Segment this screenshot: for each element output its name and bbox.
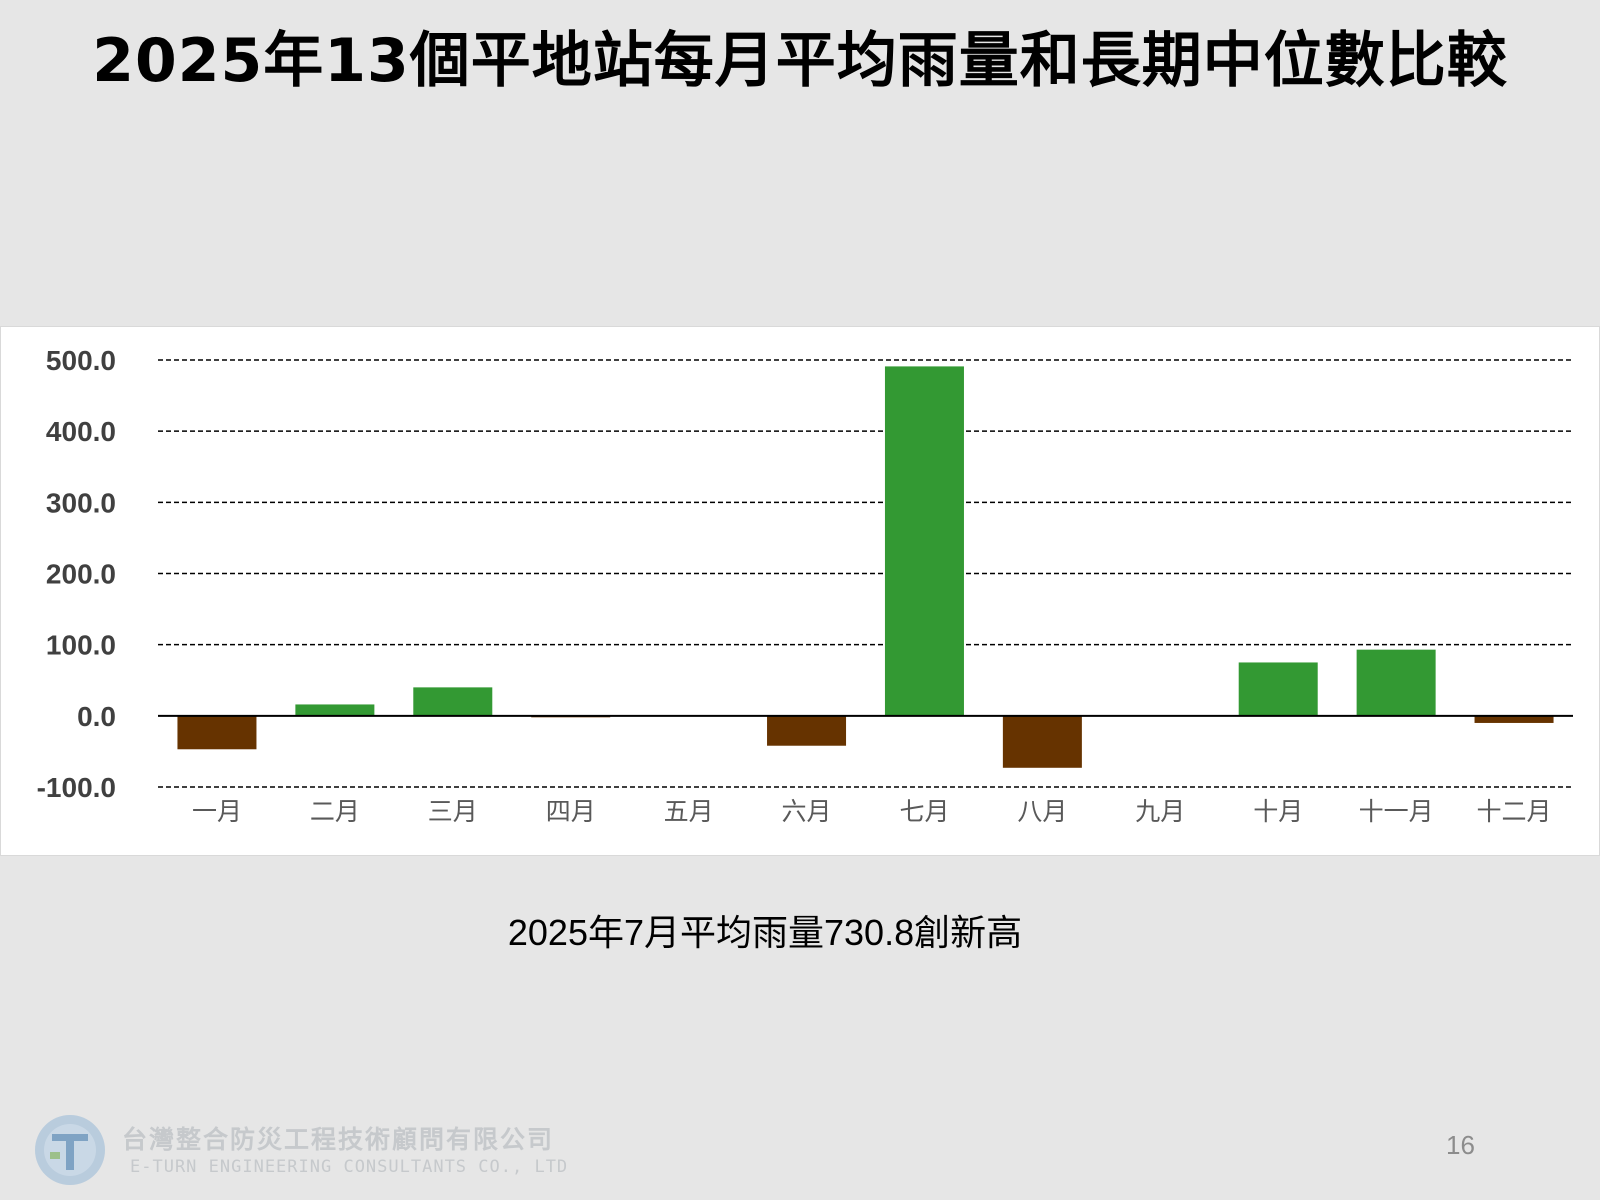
slide-title: 2025年13個平地站每月平均雨量和長期中位數比較 — [92, 26, 1508, 96]
x-axis-categories: 一月 二月 三月 四月 五月 六月 七月 八月 九月 十月 十一月 十二月 — [192, 797, 1552, 826]
chart-panel: 500.0 400.0 300.0 200.0 100.0 0.0 -100.0 一月 二月 三… — [0, 326, 1600, 856]
gridlines — [158, 359, 1573, 788]
company-name-en: E-TURN ENGINEERING CONSULTANTS CO., LTD — [130, 1157, 569, 1177]
y-tick-label: 400.0 — [46, 416, 116, 447]
y-tick-label: 500.0 — [46, 345, 116, 376]
x-category-label: 四月 — [546, 797, 596, 826]
y-axis-ticks: 500.0 400.0 300.0 200.0 100.0 0.0 -100.0 — [37, 345, 116, 803]
x-category-label: 十月 — [1253, 797, 1303, 826]
x-category-label: 一月 — [192, 797, 242, 826]
x-category-label: 五月 — [664, 797, 714, 826]
bar-3 — [413, 687, 493, 716]
x-category-label: 二月 — [310, 797, 360, 826]
y-tick-label: 300.0 — [46, 487, 116, 518]
company-logo-icon — [35, 1115, 105, 1185]
x-category-label: 三月 — [428, 797, 478, 826]
x-category-label: 八月 — [1017, 797, 1067, 826]
bar-2 — [295, 704, 375, 716]
bar-6 — [767, 715, 847, 746]
bar-10 — [1238, 662, 1318, 716]
record-rainfall-note: 2025年7月平均雨量730.8創新高 — [507, 912, 1023, 953]
x-category-label: 七月 — [899, 797, 949, 826]
bar-7 — [884, 366, 964, 716]
y-tick-label: 100.0 — [46, 630, 116, 661]
x-category-label: 六月 — [782, 797, 832, 826]
y-tick-label: 200.0 — [46, 559, 116, 590]
bar-1 — [177, 715, 257, 750]
company-name-zh: 台灣整合防災工程技術顧問有限公司 — [122, 1125, 555, 1154]
page-number: 16 — [1446, 1130, 1475, 1160]
x-category-label: 九月 — [1135, 797, 1185, 826]
x-category-label: 十二月 — [1477, 797, 1552, 826]
bar-11 — [1356, 649, 1436, 716]
y-tick-label: -100.0 — [37, 772, 116, 803]
y-tick-label: 0.0 — [77, 701, 116, 732]
bar-12 — [1474, 715, 1554, 723]
bar-8 — [1002, 715, 1082, 768]
bars — [177, 366, 1554, 768]
bar-chart: 500.0 400.0 300.0 200.0 100.0 0.0 -100.0 一月 二月 三… — [37, 345, 1573, 826]
x-category-label: 十一月 — [1359, 797, 1434, 826]
